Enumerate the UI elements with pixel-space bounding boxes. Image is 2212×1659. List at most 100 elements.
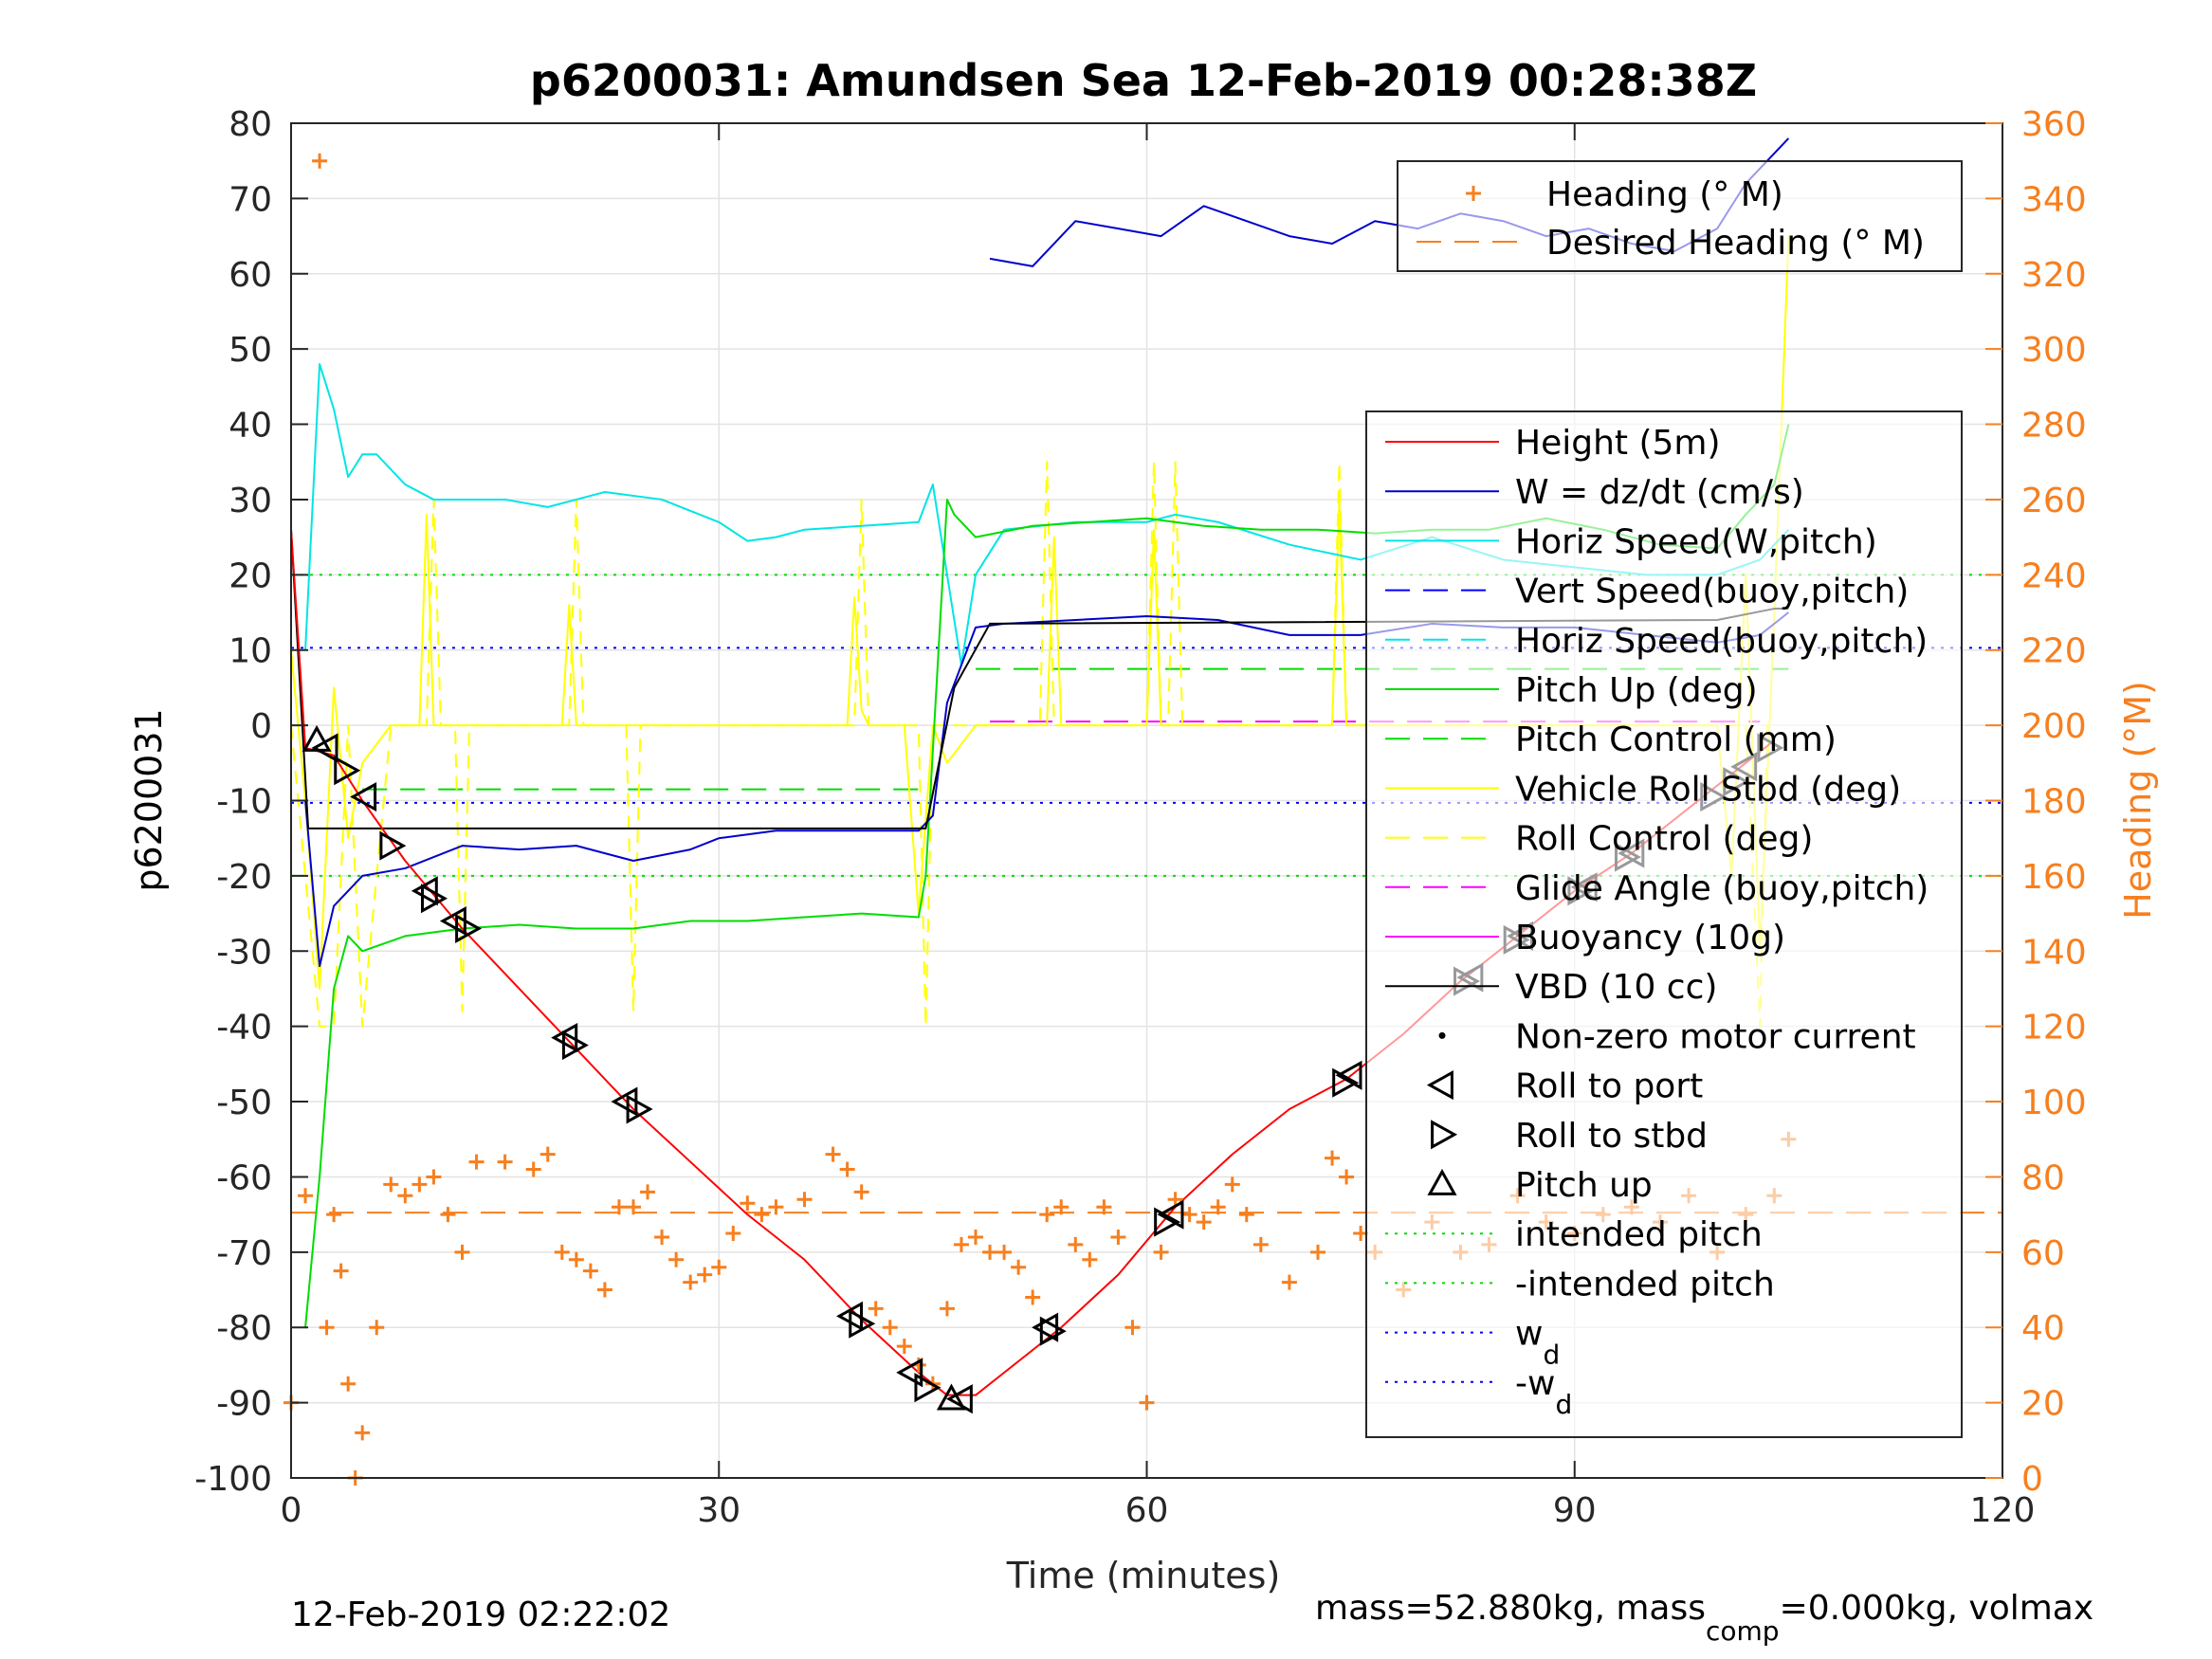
left-tick-label: 50 [229,331,272,370]
left-tick-label: 60 [229,256,272,295]
heading-point [740,1195,756,1212]
legend-symbol [1466,186,1481,201]
heading-point [1124,1320,1141,1336]
right-tick-label: 80 [2021,1158,2065,1197]
footer-mass-text: mass=52.880kg, mass [1315,1589,1706,1628]
heading-point [1153,1244,1169,1260]
legend-label-text: Heading (° M) [1546,175,1783,214]
legend-label-text: Vehicle Roll Stbd (deg) [1515,770,1901,809]
legend-label-text: w [1515,1315,1543,1354]
pitch-up-marker [936,1383,966,1411]
right-tick-label: 40 [2021,1309,2065,1348]
legend-label-text: Vert Speed(buoy,pitch) [1515,573,1909,611]
legend-label: -intended pitch [1515,1265,1775,1304]
legend-label: Vehicle Roll Stbd (deg) [1515,770,1901,809]
heading-point [426,1169,442,1185]
heading-point [539,1146,556,1162]
roll-to-stbd-marker [379,830,407,861]
legend-label-text: intended pitch [1515,1215,1763,1254]
heading-point [383,1176,399,1193]
heading-point [1011,1259,1027,1275]
roll-to-stbd-marker [1431,1120,1458,1150]
heading-point [369,1320,385,1336]
heading-point [683,1274,699,1290]
heading-point [468,1154,484,1170]
footer-timestamp: 12-Feb-2019 02:22:02 [291,1595,670,1634]
heading-point [1025,1289,1041,1305]
legend-label-text: Glide Angle (buoy,pitch) [1515,869,1929,908]
heading-point [397,1188,413,1204]
right-tick-label: 100 [2021,1084,2087,1122]
heading-point [1196,1214,1212,1231]
legend-label: -wd [1515,1364,1572,1420]
legend-label: Roll to stbd [1515,1117,1708,1156]
right-tick-label: 200 [2021,707,2087,746]
legend-main: Height (5m) W = dz/dt (cm/s) Horiz Speed(W… [1365,410,1963,1438]
right-tick-label: 160 [2021,858,2087,897]
legend-label: Vert Speed(buoy,pitch) [1515,573,1909,611]
right-tick-label: 340 [2021,180,2087,219]
left-tick-label: -40 [216,1009,272,1048]
left-tick-label: -10 [216,783,272,822]
right-tick-label: 300 [2021,331,2087,370]
right-tick-label: 140 [2021,933,2087,972]
legend-label-text: Horiz Speed(W,pitch) [1515,522,1877,561]
left-axis-ticks: 80 70 60 50 40 30 20 10 0 -10 -20 -30 -40 -50 -60 -70 -8… [194,105,308,1499]
heading-point [953,1236,969,1252]
left-tick-label: 70 [229,180,272,219]
right-tick-label: 60 [2021,1234,2065,1273]
legend-label-sub: d [1543,1340,1560,1371]
roll-to-port-marker [551,1023,578,1053]
legend-label-text: Horiz Speed(buoy,pitch) [1515,622,1928,661]
legend-label-text: VBD (10 cc) [1515,968,1717,1007]
heading-point [298,1188,314,1204]
legend-label-text: Buoyancy (10g) [1515,919,1785,957]
legend-label-text: Pitch up [1515,1166,1653,1205]
heading-point [596,1282,612,1298]
heading-point [896,1339,912,1355]
legend-label: Horiz Speed(buoy,pitch) [1515,622,1928,661]
left-tick-label: -20 [216,858,272,897]
heading-point [626,1199,641,1215]
legend-label-text: -intended pitch [1515,1265,1775,1304]
heading-point [454,1244,470,1260]
roll-to-port-marker [896,1358,923,1388]
legend-box [1365,410,1963,1438]
right-tick-label: 320 [2021,256,2087,295]
chart-title: p6200031: Amundsen Sea 12-Feb-2019 00:28… [530,55,1757,106]
heading-point [654,1229,670,1245]
legend-label: Pitch Up (deg) [1515,671,1758,710]
roll-to-port-marker [1335,1060,1362,1090]
left-axis-label: p6200031 [128,708,170,891]
heading-point [568,1251,584,1267]
legend-label-text: Roll Control (deg) [1515,820,1813,859]
heading-point [312,153,328,169]
right-tick-label: 260 [2021,482,2087,520]
footer-mass: mass=52.880kg, masscomp=0.000kg, volmax [1315,1589,2093,1647]
legend-label-sub: d [1555,1389,1572,1420]
right-tick-label: 120 [2021,1009,2087,1048]
heading-point [340,1376,356,1392]
heading-point [1281,1274,1297,1290]
heading-point [1110,1229,1126,1245]
footer-mass-sub: comp [1706,1615,1780,1647]
left-tick-label: -50 [216,1084,272,1122]
legend-symbol [1438,1031,1446,1039]
heading-point [825,1146,841,1162]
heading-point [1096,1199,1112,1215]
right-tick-label: 280 [2021,407,2087,446]
heading-point [868,1301,884,1317]
right-tick-label: 220 [2021,632,2087,671]
legend-label: intended pitch [1515,1215,1763,1254]
legend-label: Glide Angle (buoy,pitch) [1515,869,1929,908]
roll-to-stbd-marker [626,1094,653,1124]
legend-label: Roll Control (deg) [1515,820,1813,859]
right-tick-label: 0 [2021,1460,2043,1499]
legend-label: W = dz/dt (cm/s) [1515,473,1804,512]
heading-point [1224,1176,1240,1193]
heading-point [333,1263,349,1279]
left-tick-label: -80 [216,1309,272,1348]
legend-label: Heading (° M) [1546,175,1783,214]
heading-point [326,1207,342,1223]
x-tick-label: 0 [281,1491,302,1530]
